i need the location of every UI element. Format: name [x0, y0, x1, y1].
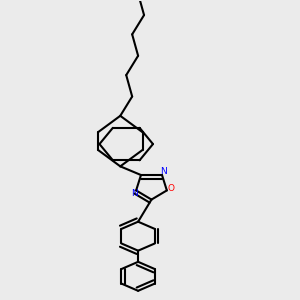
Text: N: N	[131, 190, 138, 199]
Text: N: N	[160, 167, 167, 176]
Text: O: O	[167, 184, 175, 194]
